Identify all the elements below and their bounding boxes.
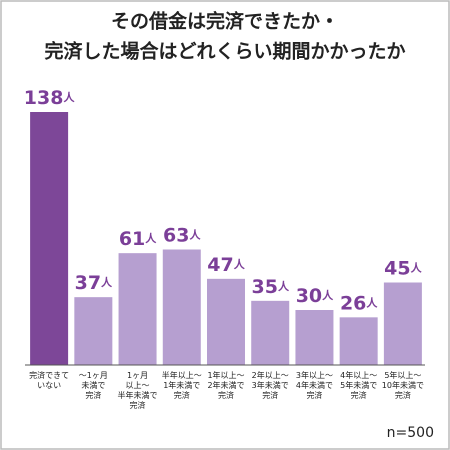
x-tick-label: 2年以上～ 3年未満で完済 xyxy=(252,370,289,400)
value-label: 35人 xyxy=(251,275,289,297)
value-label: 26人 xyxy=(340,292,378,314)
value-label: 47人 xyxy=(207,253,245,275)
x-tick-label: 半年以上～ 1年未満で完済 xyxy=(162,370,202,400)
value-label: 30人 xyxy=(296,285,334,307)
x-tick-label: 4年以上～ 5年未満で完済 xyxy=(340,370,377,400)
value-label: 63人 xyxy=(163,224,201,246)
x-tick-label: 3年以上～ 4年未満で完済 xyxy=(296,370,333,400)
chart-title: その借金は完済できたか・ xyxy=(111,10,339,33)
bar xyxy=(30,112,69,365)
bar xyxy=(162,249,201,365)
value-label: 37人 xyxy=(75,272,113,294)
bar xyxy=(383,282,422,365)
bar xyxy=(207,278,245,365)
x-tick-label: 1年以上～ 2年未満で完済 xyxy=(207,370,244,400)
x-tick-label: ～1ヶ月未満で完済 xyxy=(79,371,108,400)
bar xyxy=(251,300,290,365)
bar xyxy=(339,317,378,365)
chart-title: 完済した場合はどれくらい期間かかったか xyxy=(44,40,405,63)
x-tick-label: 5年以上～ 10年未満で完済 xyxy=(382,370,424,400)
value-label: 61人 xyxy=(119,228,157,250)
bar xyxy=(74,297,113,365)
sample-size: n=500 xyxy=(387,425,434,441)
x-tick-label: 1ヶ月以上～半年未満で完済 xyxy=(118,371,158,410)
value-label: 138人 xyxy=(24,87,76,109)
bar xyxy=(118,253,157,365)
value-label: 45人 xyxy=(384,257,422,279)
bar xyxy=(295,310,334,365)
x-tick-label: 完済できていない xyxy=(29,370,69,390)
